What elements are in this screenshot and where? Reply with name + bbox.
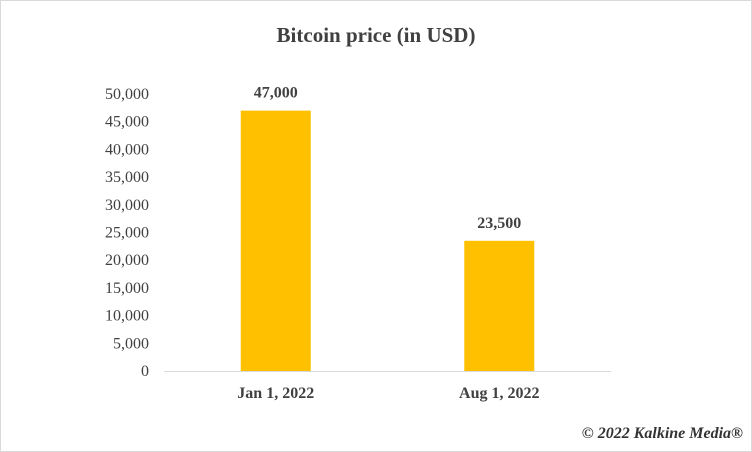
bar	[464, 240, 535, 371]
watermark: © 2022 Kalkine Media®	[581, 425, 743, 442]
y-tick-label: 15,000	[105, 280, 149, 297]
y-tick-label: 30,000	[105, 197, 149, 214]
y-tick-label: 5,000	[113, 335, 149, 352]
y-tick-label: 10,000	[105, 308, 149, 325]
y-tick-label: 20,000	[105, 252, 149, 269]
data-label: 47,000	[254, 85, 298, 102]
x-axis: Jan 1, 2022 Aug 1, 2022	[237, 385, 539, 402]
x-tick-label: Aug 1, 2022	[459, 385, 539, 402]
y-tick-label: 45,000	[105, 114, 149, 131]
y-tick-label: 35,000	[105, 169, 149, 186]
x-tick-label: Jan 1, 2022	[237, 385, 314, 402]
bar	[240, 110, 311, 372]
y-tick-label: 25,000	[105, 225, 149, 242]
y-axis: 0 5,000 10,000 15,000 20,000 25,000 30,000 35,0…	[105, 86, 149, 380]
y-tick-label: 40,000	[105, 141, 149, 158]
y-tick-label: 0	[141, 363, 149, 380]
data-labels: 47,000 23,500	[254, 85, 522, 232]
data-label: 23,500	[477, 215, 521, 232]
y-tick-label: 50,000	[105, 86, 149, 103]
bars	[240, 110, 535, 372]
chart-title: Bitcoin price (in USD)	[276, 23, 476, 47]
